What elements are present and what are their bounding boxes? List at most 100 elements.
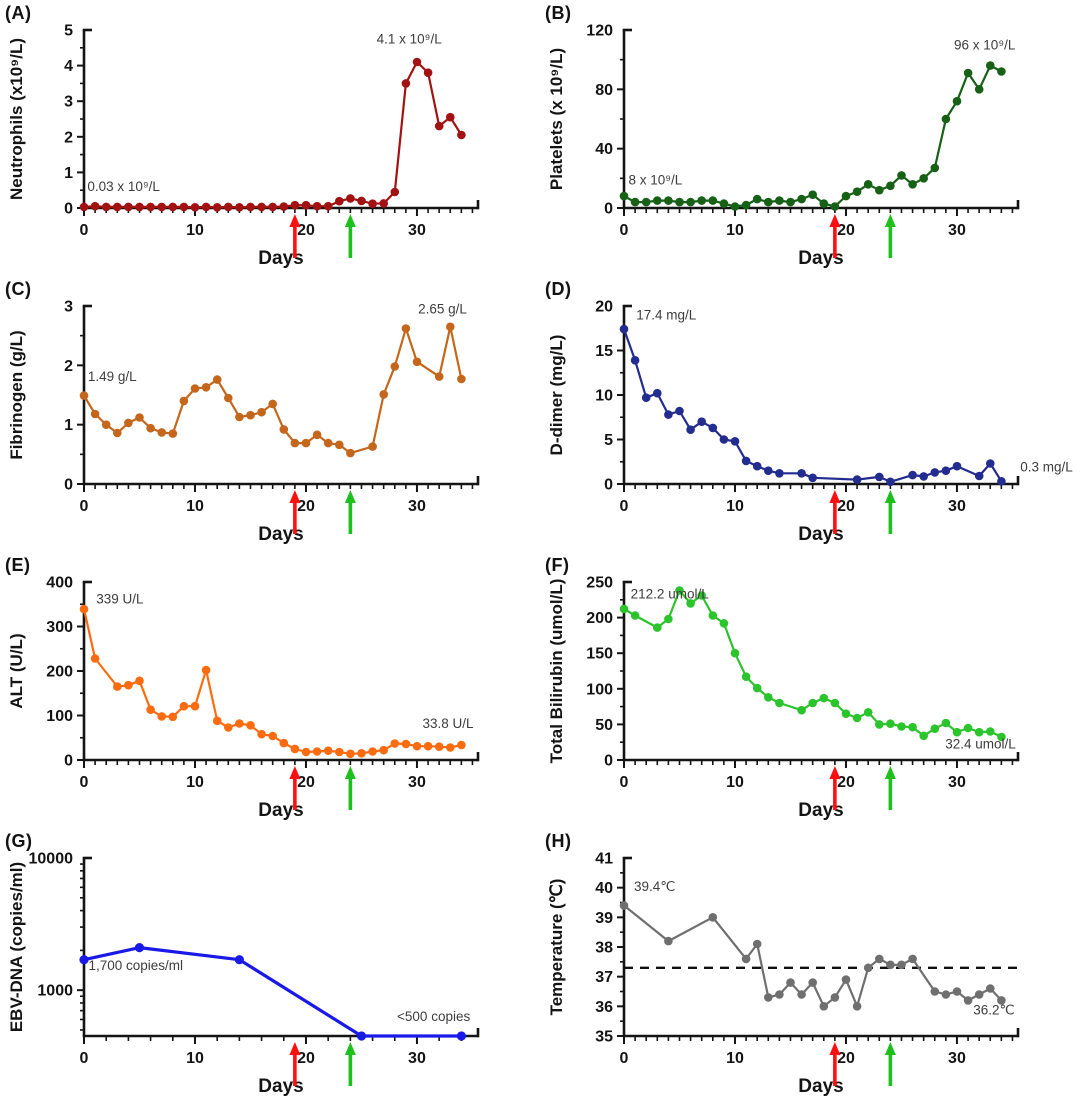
data-point xyxy=(997,996,1006,1005)
data-point xyxy=(886,181,895,191)
data-point xyxy=(368,199,377,208)
svg-text:200: 200 xyxy=(586,610,613,627)
svg-text:10: 10 xyxy=(595,388,613,405)
data-point xyxy=(201,202,211,212)
svg-text:0: 0 xyxy=(80,1050,89,1067)
data-point xyxy=(101,420,111,429)
x-axis-title: Days xyxy=(798,248,843,269)
data-point xyxy=(730,648,740,658)
svg-text:30: 30 xyxy=(948,498,966,515)
data-point xyxy=(630,356,640,365)
annotation: 32.4 umol/L xyxy=(945,737,1016,752)
data-point xyxy=(852,713,862,723)
data-point xyxy=(719,619,729,628)
data-point xyxy=(357,196,366,206)
data-point xyxy=(886,960,895,970)
red-arrow xyxy=(289,214,301,258)
svg-text:10: 10 xyxy=(726,1050,744,1067)
data-point xyxy=(963,996,973,1005)
data-point xyxy=(79,202,89,212)
data-point xyxy=(368,442,377,451)
data-point xyxy=(134,943,145,953)
data-point xyxy=(875,720,884,729)
data-point xyxy=(708,611,718,620)
data-point xyxy=(775,196,784,205)
svg-text:40: 40 xyxy=(595,141,613,158)
annotation: 8 x 10⁹/L xyxy=(628,172,682,187)
green-arrow xyxy=(884,490,896,534)
annotation: 33.8 U/L xyxy=(423,716,475,731)
data-point xyxy=(741,672,751,681)
data-point xyxy=(434,372,444,381)
series-line xyxy=(82,608,462,755)
svg-text:3: 3 xyxy=(64,94,73,111)
svg-text:10: 10 xyxy=(186,774,204,791)
data-point xyxy=(908,722,917,732)
data-point xyxy=(675,197,684,207)
data-point xyxy=(941,114,951,124)
annotation: 17.4 mg/L xyxy=(636,307,697,322)
data-point xyxy=(412,741,422,751)
data-point xyxy=(974,727,984,737)
data-point xyxy=(997,67,1006,76)
data-point xyxy=(863,708,873,717)
svg-text:0: 0 xyxy=(604,753,613,770)
data-point xyxy=(786,197,795,207)
data-point xyxy=(775,469,784,478)
green-arrow xyxy=(344,490,356,534)
data-point xyxy=(708,196,718,205)
annotation: 96 x 10⁹/L xyxy=(954,37,1016,52)
data-point xyxy=(841,191,851,201)
data-point xyxy=(346,194,355,203)
data-point xyxy=(697,196,706,205)
data-point xyxy=(124,418,133,428)
svg-text:0: 0 xyxy=(620,774,629,791)
data-series xyxy=(619,324,1006,487)
x-axis-title: Days xyxy=(798,524,843,545)
data-point xyxy=(301,200,311,210)
data-point xyxy=(775,698,784,708)
data-point xyxy=(708,423,718,433)
data-point xyxy=(630,197,640,207)
data-point xyxy=(157,712,166,721)
svg-text:0: 0 xyxy=(80,498,89,515)
data-point xyxy=(986,459,995,468)
green-arrow xyxy=(884,766,896,810)
panel-label: (C) xyxy=(5,279,32,299)
data-point xyxy=(819,199,829,208)
svg-text:0: 0 xyxy=(620,222,629,239)
data-point xyxy=(79,391,89,400)
data-point xyxy=(741,954,751,964)
svg-text:30: 30 xyxy=(408,1050,426,1067)
data-point xyxy=(335,440,344,450)
green-arrow xyxy=(344,766,356,810)
svg-text:0: 0 xyxy=(64,201,73,218)
data-point xyxy=(146,423,155,433)
svg-text:1000: 1000 xyxy=(37,983,73,1000)
svg-text:250: 250 xyxy=(586,575,613,592)
data-point xyxy=(457,130,466,140)
annotation: 0.3 mg/L xyxy=(1020,460,1073,475)
data-point xyxy=(168,712,178,722)
data-point xyxy=(356,1031,367,1041)
svg-text:20: 20 xyxy=(297,222,315,239)
data-series xyxy=(619,61,1006,211)
svg-text:150: 150 xyxy=(586,646,613,663)
svg-text:10: 10 xyxy=(726,498,744,515)
data-point xyxy=(212,375,222,384)
svg-text:30: 30 xyxy=(408,774,426,791)
svg-text:0: 0 xyxy=(80,774,89,791)
y-axis-title: ALT (U/L) xyxy=(7,633,26,708)
data-point xyxy=(852,187,862,196)
green-arrow xyxy=(884,214,896,258)
panel-label: (G) xyxy=(5,831,33,851)
data-point xyxy=(423,68,433,77)
data-point xyxy=(630,611,640,620)
data-point xyxy=(863,180,873,189)
data-point xyxy=(808,978,817,987)
data-point xyxy=(819,1002,829,1011)
data-point xyxy=(619,901,629,910)
data-point xyxy=(423,741,433,751)
data-point xyxy=(79,604,89,614)
annotation: 4.1 x 10⁹/L xyxy=(377,32,443,47)
